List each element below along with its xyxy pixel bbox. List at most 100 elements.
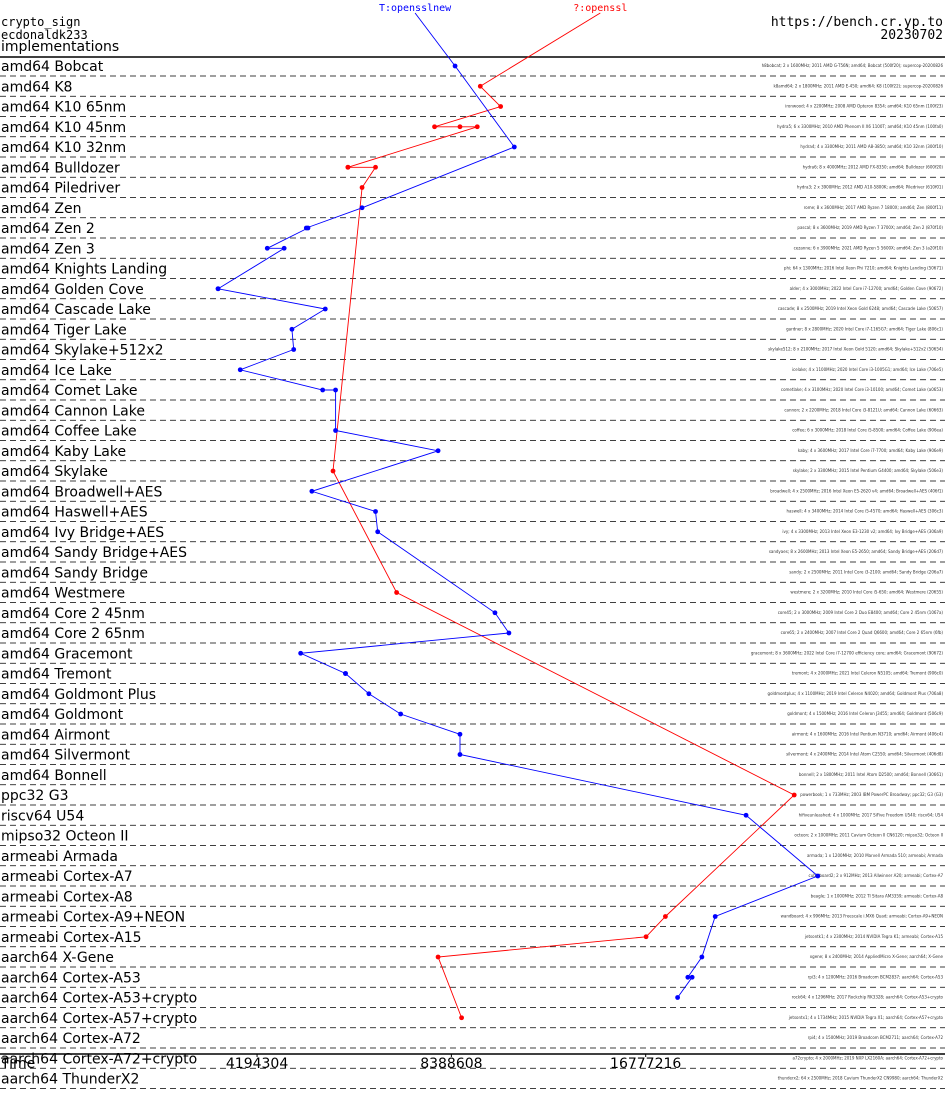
data-point [743, 812, 749, 818]
x-tick-label: 8388608 [420, 1056, 482, 1072]
category-label: aarch64 ThunderX2 [1, 1072, 139, 1088]
category-label: amd64 Zen [1, 201, 81, 217]
category-label: amd64 Gracemont [1, 646, 133, 662]
data-point [663, 914, 668, 919]
machine-detail: wandboard; 4 x 996MHz; 2013 Freescale i.… [781, 914, 943, 919]
category-label: amd64 Ice Lake [1, 363, 112, 379]
machine-detail: haswell; 4 x 3400MHz; 2014 Intel Core i5… [787, 509, 944, 514]
category-label: armeabi Cortex-A9+NEON [1, 910, 185, 926]
x-tick-label: 4194304 [226, 1056, 288, 1072]
x-axis: Time 4194304 8388608 16777216 [0, 1053, 945, 1072]
data-point [343, 671, 348, 676]
category-label: amd64 Cannon Lake [1, 403, 145, 419]
data-point [333, 428, 338, 433]
category-rows: amd64 Bobcat amd64 K8 amd64 K10 65nm amd64 … [0, 56, 945, 1089]
data-point [457, 731, 463, 737]
category-label: amd64 K10 32nm [1, 140, 126, 156]
machine-detail: cannon; 2 x 2200MHz; 2018 Intel Core i3-… [784, 407, 943, 412]
data-point [699, 954, 705, 960]
machine-detail: westmere; 2 x 3200MHz; 2010 Intel Core i… [790, 590, 943, 595]
machine-detail: rpi3; 4 x 1200MHz; 2016 Broadcom BCM2837… [808, 974, 944, 979]
data-point [264, 245, 270, 251]
machine-detail: coffee; 6 x 3000MHz; 2018 Intel Core i5-… [792, 428, 943, 433]
data-point [791, 792, 797, 798]
machine-detail: a72crypto; 4 x 2000MHz; 2019 NXP LX2160A… [792, 1055, 943, 1060]
data-point [394, 590, 400, 595]
data-point [457, 124, 463, 130]
data-point [477, 83, 483, 89]
machine-detail: armada; 1 x 1200MHz; 2010 Marvell Armada… [807, 853, 944, 858]
machine-detail: powerbook; 1 x 733MHz; 2003 IBM PowerPC … [800, 792, 943, 797]
data-point [435, 954, 441, 960]
data-point [457, 752, 463, 757]
machine-detail: bonnell; 2 x 1800MHz; 2011 Intel Atom D2… [799, 772, 944, 777]
data-point [474, 124, 480, 130]
machine-detail: sandyaes; 8 x 2600MHz; 2013 Intel Xeon E… [769, 549, 944, 554]
data-point [298, 650, 304, 656]
data-point [359, 205, 365, 211]
category-label: amd64 Tiger Lake [1, 322, 127, 338]
category-label: amd64 Goldmont Plus [1, 687, 156, 703]
machine-detail: rome; 8 x 3600MHz; 2017 AMD Ryzen 7 1800… [804, 205, 944, 210]
machine-detail: gracemont; 8 x 3600MHz; 2022 Intel Core … [751, 650, 944, 655]
machine-detail: hifiveunleashed; 4 x 1000MHz; 2017 SiFiv… [799, 812, 944, 817]
category-label: amd64 Skylake+512x2 [1, 343, 163, 359]
category-label: amd64 Skylake [1, 464, 108, 480]
series-leader-line [414, 12, 456, 67]
machine-detail: xgene; 8 x 2400MHz; 2014 AppliedMicro X-… [810, 954, 944, 959]
data-point [685, 974, 691, 980]
machine-detail: kaby; 4 x 3600MHz; 2017 Intel Core i7-77… [798, 448, 944, 453]
x-tick-label: 16777216 [610, 1056, 681, 1072]
series-line [216, 65, 819, 998]
machine-detail: silvermont; 4 x 2400MHz; 2014 Intel Atom… [786, 752, 943, 757]
x-axis-label: Time [0, 1056, 35, 1072]
machine-detail: k8amd64; 2 x 1800MHz; 2011 AMD E-450; am… [773, 83, 943, 88]
data-point [643, 934, 649, 940]
report-date: 20230702 [880, 28, 943, 43]
machine-detail: cascade; 8 x 2500MHz; 2019 Intel Xeon Go… [778, 306, 944, 311]
category-label: amd64 Tremont [1, 667, 112, 683]
data-point [320, 387, 326, 393]
data-point [712, 914, 718, 919]
series-line [332, 85, 795, 1018]
data-point [398, 711, 404, 717]
category-label: amd64 Goldmont [1, 707, 124, 723]
category-label: amd64 Piledriver [1, 181, 120, 197]
category-label: amd64 Bobcat [1, 59, 104, 75]
category-label: ppc32 G3 [1, 788, 69, 804]
category-label: amd64 K8 [1, 79, 72, 95]
category-label: amd64 K10 45nm [1, 120, 126, 136]
category-label: amd64 Cascade Lake [1, 302, 151, 318]
category-label: amd64 Bonnell [1, 768, 107, 784]
data-point [281, 245, 287, 251]
data-point [689, 974, 695, 980]
data-point [452, 63, 458, 69]
machine-detail: rock64; 4 x 1296MHz; 2017 Rockchip RK332… [792, 995, 944, 1000]
machine-detail: phi; 64 x 1300MHz; 2016 Intel Xeon Phi 7… [784, 266, 944, 271]
data-point [366, 691, 372, 697]
machine-detail: goldmont; 4 x 1500MHz; 2016 Intel Celero… [787, 711, 943, 716]
category-label: armeabi Armada [1, 849, 118, 865]
data-point [215, 286, 221, 292]
machine-detail: gardner; 8 x 2800MHz; 2020 Intel Core i7… [786, 326, 943, 331]
machine-detail: jetsontk1; 4 x 2300MHz; 2014 NVIDIA Tegr… [804, 934, 944, 939]
machine-detail: ivy; 4 x 3300MHz; 2013 Intel Xeon E3-123… [782, 529, 943, 534]
category-label: amd64 Golden Cove [1, 282, 144, 298]
category-label: aarch64 Cortex-A57+crypto [1, 1011, 197, 1027]
machine-detail: octeon; 2 x 1000MHz; 2011 Cavium Octeon … [794, 833, 943, 838]
machine-detail: tremont; 4 x 2000MHz; 2021 Intel Celeron… [792, 671, 944, 676]
machine-detail: hydra5; 6 x 3300MHz; 2010 AMD Phenom II … [777, 124, 943, 129]
data-point [435, 448, 441, 454]
category-label: armeabi Cortex-A7 [1, 869, 133, 885]
machine-detail: airmont; 4 x 1600MHz; 2016 Intel Pentium… [792, 731, 944, 736]
category-label: amd64 Silvermont [1, 748, 131, 764]
machine-detail: core65; 2 x 2400MHz; 2007 Intel Core 2 Q… [781, 630, 944, 635]
data-point [305, 225, 311, 231]
source-url[interactable]: https://bench.cr.yp.to [770, 15, 943, 30]
series-lines: ?:openssl T:opensslnew [215, 3, 821, 1021]
category-label: aarch64 Cortex-A72+crypto [1, 1051, 197, 1067]
category-label: riscv64 U54 [1, 808, 84, 824]
category-label: amd64 Bulldozer [1, 160, 120, 176]
category-label: amd64 Broadwell+AES [1, 484, 162, 500]
